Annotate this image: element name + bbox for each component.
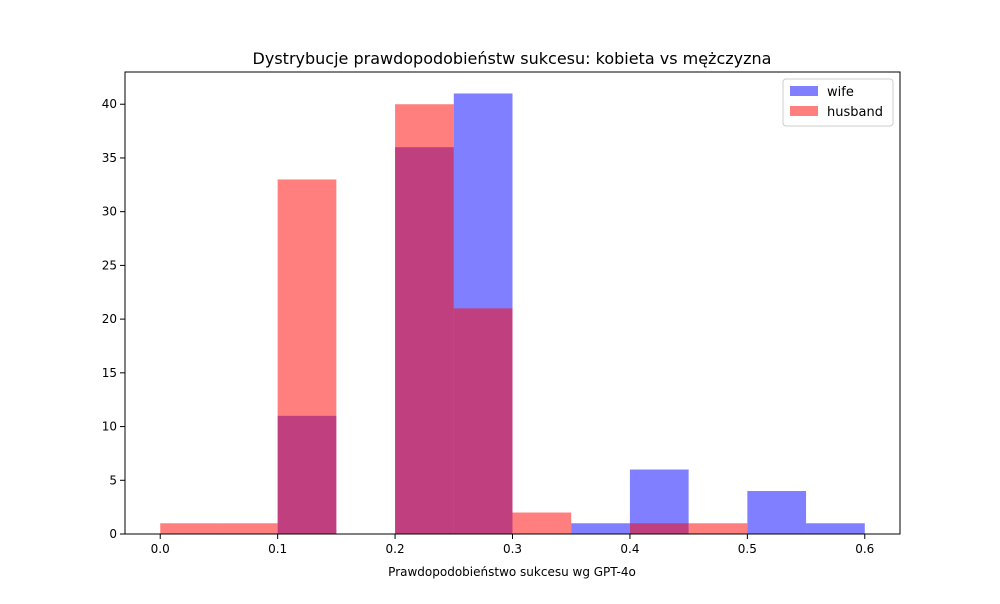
x-tick-label: 0.0 — [151, 542, 170, 556]
bars-layer — [160, 93, 865, 535]
legend-swatch-wife — [790, 86, 818, 96]
bar-wife-8 — [629, 469, 689, 534]
bar-wife-11 — [806, 523, 865, 534]
x-tick-label: 0.3 — [503, 542, 522, 556]
y-tick-label: 15 — [102, 366, 117, 380]
y-tick-label: 25 — [102, 258, 117, 272]
y-tick-label: 35 — [102, 151, 117, 165]
y-tick-label: 10 — [102, 420, 117, 434]
legend-label-husband: husband — [827, 105, 883, 120]
y-tick-label: 30 — [102, 205, 117, 219]
ticks-layer: 0.0 0.1 0.2 0.3 0.4 0.5 0.6 0 5 10 15 20 25 30 35 40 — [102, 97, 875, 556]
legend-swatch-husband — [790, 106, 818, 116]
bar-wife-10 — [747, 491, 807, 534]
bar-husband-6 — [512, 512, 572, 534]
bar-husband-1 — [218, 523, 278, 534]
y-tick-label: 40 — [102, 97, 117, 111]
legend-label-wife: wife — [827, 85, 854, 100]
legend: wife husband — [782, 78, 894, 127]
x-tick-label: 0.4 — [620, 542, 639, 556]
bar-husband-9 — [688, 523, 748, 534]
x-tick-label: 0.2 — [386, 542, 405, 556]
x-tick-label: 0.1 — [268, 542, 287, 556]
x-tick-label: 0.6 — [855, 542, 874, 556]
x-tick-label: 0.5 — [738, 542, 757, 556]
bar-wife-7 — [571, 523, 630, 534]
bar-husband-0 — [160, 523, 219, 534]
x-axis-label: Prawdopodobieństwo sukcesu wg GPT-4o — [388, 565, 636, 579]
bar-husband-4 — [395, 104, 454, 534]
chart-title: Dystrybucje prawdopodobieństw sukcesu: k… — [253, 49, 772, 68]
y-tick-label: 5 — [109, 473, 117, 487]
bar-husband-2 — [277, 179, 337, 534]
y-tick-label: 0 — [109, 527, 117, 541]
bar-husband-8 — [629, 523, 689, 534]
bar-husband-5 — [453, 308, 513, 534]
y-tick-label: 20 — [102, 312, 117, 326]
